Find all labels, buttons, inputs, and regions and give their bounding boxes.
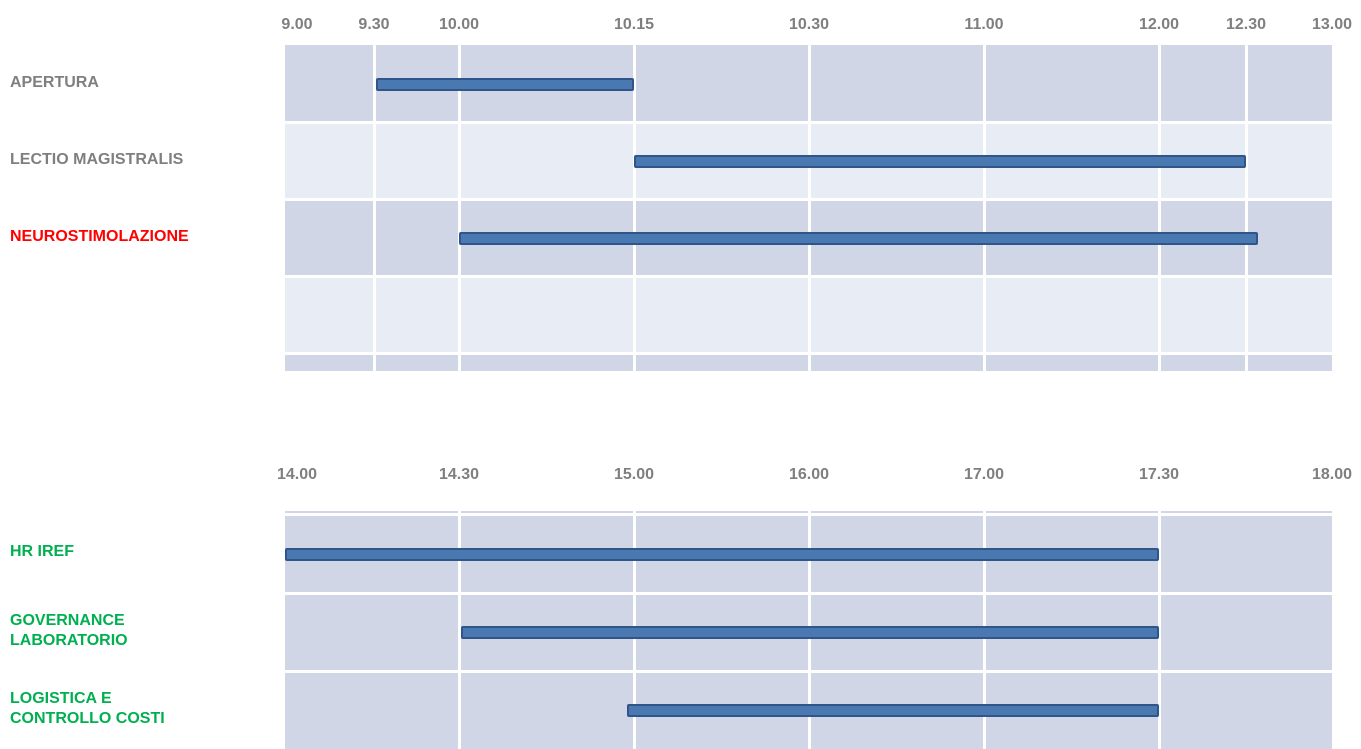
row-label: NEUROSTIMOLAZIONE [10, 227, 189, 245]
row-label-line: GOVERNANCE [10, 612, 125, 629]
axis-tick-label: 17.30 [1138, 466, 1180, 483]
axis-tick-label: 13.00 [1311, 16, 1353, 33]
axis-tick-label: 16.00 [788, 466, 830, 483]
schedule-bar [634, 154, 1246, 168]
schedule-bar [461, 626, 1159, 639]
row-label: LECTIO MAGISTRALIS [10, 150, 184, 168]
axis-tick-label: 12.30 [1225, 16, 1267, 33]
schedule-bar [459, 231, 1258, 245]
axis-tick-label: 17.00 [963, 466, 1005, 483]
row-label-line: LOGISTICA E [10, 690, 112, 707]
grid-line-vertical [983, 45, 986, 371]
row-label-line: CONTROLLO COSTI [10, 710, 165, 727]
axis-tick-label: 11.00 [964, 16, 1004, 33]
schedule-bar [376, 77, 634, 91]
row-label-line: LABORATORIO [10, 632, 128, 649]
axis-tick-label: 10.15 [613, 16, 655, 33]
schedule-bar [285, 548, 1159, 561]
schedule-bar [627, 704, 1159, 717]
grid-line-vertical [458, 45, 461, 371]
axis-tick-label: 15.00 [613, 466, 655, 483]
axis-tick-label: 10.00 [438, 16, 480, 33]
axis-tick-label: 18.00 [1311, 466, 1353, 483]
grid-line-vertical [1158, 45, 1161, 371]
row-label: APERTURA [10, 73, 99, 91]
grid-line-vertical [458, 511, 461, 749]
axis-tick-label: 9.30 [358, 16, 390, 33]
axis-tick-label: 14.00 [276, 466, 318, 483]
axis-tick-label: 9.00 [281, 16, 313, 33]
row-label: HR IREF [10, 543, 74, 560]
row-label: GOVERNANCE LABORATORIO [10, 611, 270, 651]
axis-tick-label: 14.30 [438, 466, 480, 483]
axis-tick-label: 12.00 [1138, 16, 1180, 33]
grid-line-vertical [1158, 511, 1161, 749]
grid-line-vertical [373, 45, 376, 371]
grid-line-vertical [633, 45, 636, 371]
grid-line-vertical [808, 45, 811, 371]
axis-tick-label: 10.30 [788, 16, 830, 33]
grid-line-vertical [1245, 45, 1248, 371]
row-label: LOGISTICA E CONTROLLO COSTI [10, 689, 270, 729]
